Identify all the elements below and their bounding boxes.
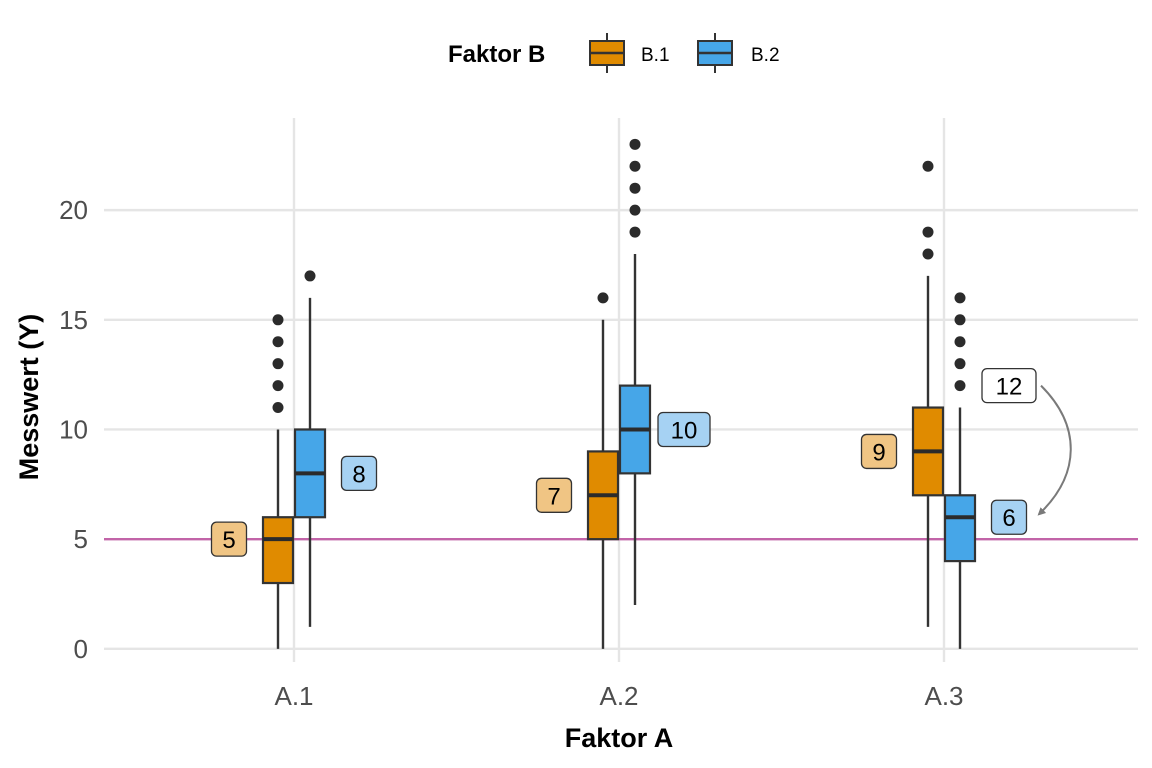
legend: Faktor B B.1 B.2 (448, 33, 780, 73)
outlier-point (954, 336, 966, 348)
value-labels: 5 7 9 8 10 6 (210, 411, 1028, 557)
value-label-box (210, 521, 248, 557)
value-label-text: 7 (547, 483, 560, 510)
box-body (943, 494, 977, 563)
outlier-point (954, 358, 966, 370)
value-label-text: 5 (222, 527, 235, 554)
value-label-B.1-A.3: 9 (860, 433, 898, 470)
outlier-point (272, 336, 284, 348)
axes: 0 5 10 15 20 A.1 A.2 A.3 Faktor A Messwert (Y) (14, 195, 964, 753)
value-label-B.2-A.3: 6 (990, 499, 1028, 535)
value-label-box (340, 455, 378, 492)
value-label-box (990, 499, 1028, 535)
outlier-point (304, 270, 316, 282)
value-label-text: 8 (352, 461, 365, 488)
annotation-arrow (1037, 384, 1072, 516)
legend-label: B.1 (641, 45, 670, 66)
y-axis-title: Messwert (Y) (14, 314, 44, 481)
x-tick-label: A.2 (599, 681, 638, 711)
legend-key-B.1 (589, 33, 625, 73)
value-label-box (535, 477, 573, 513)
value-label-B.1-A.2: 7 (535, 477, 573, 513)
outlier-point (629, 182, 641, 194)
outlier-point (272, 314, 284, 326)
outlier-point (629, 138, 641, 150)
outlier-point (629, 204, 641, 216)
value-label-text: 9 (872, 439, 885, 466)
legend-title: Faktor B (448, 41, 545, 68)
y-tick-label: 0 (74, 634, 88, 664)
annotation-layer: 12 (981, 367, 1072, 516)
x-axis-title: Faktor A (565, 723, 674, 753)
outlier-point (272, 402, 284, 414)
box-B.2-A.3 (943, 292, 977, 649)
legend-key-B.2 (697, 33, 733, 73)
x-tick-label: A.1 (274, 681, 313, 711)
value-label-text: 6 (1002, 505, 1015, 532)
value-label-B.2-A.1: 8 (340, 455, 378, 492)
box-B.1-A.1 (261, 314, 295, 649)
value-label-B.1-A.1: 5 (210, 521, 248, 557)
value-label-B.2-A.2: 10 (657, 411, 711, 448)
box-B.2-A.1 (293, 270, 327, 627)
annotation: 12 (981, 367, 1072, 516)
outlier-point (922, 160, 934, 172)
outlier-point (954, 314, 966, 326)
legend-label: B.2 (751, 45, 780, 66)
box-B.2-A.2 (618, 138, 652, 605)
box-B.1-A.2 (586, 292, 620, 649)
outlier-point (272, 380, 284, 392)
outlier-point (629, 160, 641, 172)
box-B.1-A.3 (911, 160, 945, 627)
y-tick-label: 10 (59, 414, 88, 444)
x-tick-label: A.3 (924, 681, 963, 711)
y-tick-label: 15 (59, 305, 88, 335)
outlier-point (629, 226, 641, 238)
value-label-text: 10 (671, 417, 698, 444)
box-body (261, 516, 295, 585)
y-tick-label: 5 (74, 524, 88, 554)
outlier-point (954, 292, 966, 304)
outlier-point (922, 226, 934, 238)
value-label-box (657, 411, 711, 448)
value-label-box (860, 433, 898, 470)
boxes (261, 138, 977, 649)
outlier-point (922, 248, 934, 260)
outlier-point (597, 292, 609, 304)
y-tick-label: 20 (59, 195, 88, 225)
annotation-box (981, 367, 1037, 404)
outlier-point (954, 380, 966, 392)
outlier-point (272, 358, 284, 370)
annotation-text: 12 (996, 374, 1023, 401)
